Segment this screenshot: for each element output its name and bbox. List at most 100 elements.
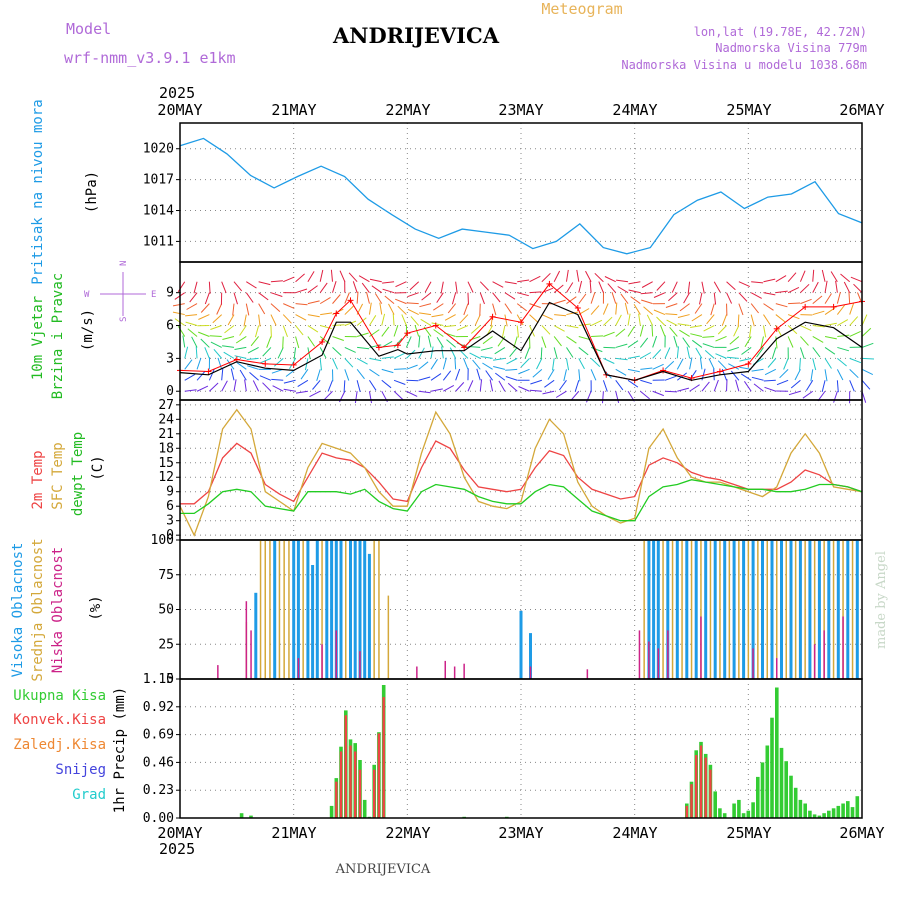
high-cloud-bar [292, 540, 296, 679]
wind-arrow [751, 376, 764, 381]
wind-arrow [200, 303, 210, 313]
wind-arrow [210, 341, 222, 348]
wind-arrow [189, 292, 198, 303]
wind-arrow [615, 379, 624, 391]
wind-arrow [356, 317, 367, 326]
wind-arrow [729, 336, 740, 345]
wind-arrow [706, 314, 715, 325]
wind-arrow [295, 303, 308, 306]
day-label: 23MAY [498, 101, 543, 119]
wind-arrow [221, 380, 228, 392]
wind-arrow [368, 391, 372, 404]
wind-arrow [295, 273, 305, 283]
total-rain-bar [822, 813, 826, 818]
low-cloud-bar [657, 648, 660, 679]
total-rain-bar [812, 814, 817, 818]
cloud-panel: 0 25 50 75 100 [151, 533, 863, 687]
wind-arrow [627, 379, 639, 388]
wind-arrow [799, 347, 805, 359]
cloud-unit: (%) [88, 595, 104, 620]
total-rain-bar [846, 801, 850, 818]
wind-arrow [505, 368, 518, 371]
wind-arrow [332, 281, 337, 293]
wind-arrow [198, 314, 210, 320]
wind-arrow [694, 303, 703, 314]
conv-rain-bar [704, 757, 707, 818]
y-tick-label: 1.15 [143, 672, 174, 687]
wind-arrow [756, 347, 764, 358]
conv-rain-bar [344, 715, 347, 818]
wind-arrow [427, 335, 432, 348]
wind-arrow [640, 292, 653, 295]
wind-arrow [348, 272, 358, 283]
wind-arrow [602, 303, 609, 315]
wind-arrow [615, 328, 626, 337]
wind-arrow [443, 384, 455, 392]
wind-arrow [244, 379, 247, 392]
wind-arrow [507, 382, 518, 392]
wind-arrow [516, 303, 528, 312]
wind-arrow [223, 351, 235, 359]
wind-arrow [295, 288, 308, 294]
wind-arrow [430, 346, 434, 359]
wind-arrow [455, 368, 461, 381]
mid-cloud-bar [269, 540, 271, 679]
wind-arrow [319, 282, 328, 293]
wind-arrow [553, 270, 561, 282]
high-cloud-bar [836, 540, 840, 679]
wind-arrow [467, 281, 474, 293]
wind-arrow [728, 363, 740, 370]
wind-arrow [344, 320, 357, 326]
high-cloud-bar [311, 565, 315, 679]
wind-arrow [307, 336, 316, 347]
wind-arrow [182, 335, 186, 348]
wind-arrow [849, 357, 862, 364]
wind-arrow [849, 330, 861, 337]
wind-arrow [767, 358, 777, 368]
wind-arrow [640, 390, 650, 400]
wind-arrow [812, 295, 823, 305]
wind-arrow [640, 367, 653, 370]
wind-arrow [369, 380, 377, 391]
wind-arrow [233, 281, 243, 292]
mid-cloud-bar [387, 595, 390, 679]
mid-cloud-bar [738, 540, 740, 679]
wind-arrow [344, 346, 356, 353]
wind-arrow [316, 369, 321, 381]
wind-arrow [250, 336, 260, 347]
wind-arrow [470, 325, 481, 334]
wind-arrow [379, 302, 383, 315]
wind-arrow [687, 281, 691, 294]
wind-arrow [395, 298, 407, 305]
total-rain-bar [784, 761, 788, 818]
wind-arrow [323, 390, 333, 401]
mid-cloud-bar [719, 540, 721, 679]
wind-arrow [652, 363, 664, 370]
wind-arrow [541, 272, 551, 283]
high-cloud-bar [273, 540, 277, 679]
wind-arrow [463, 303, 469, 316]
wind-arrow [456, 325, 469, 331]
wind-arrow [295, 325, 304, 336]
wind-arrow [441, 346, 444, 359]
total-rain-bar [789, 775, 793, 818]
wind-arrow [590, 319, 603, 326]
day-label: 22MAY [385, 824, 430, 842]
wind-arrow [861, 314, 868, 326]
compass-east: E [151, 290, 156, 300]
wind-arrow [849, 380, 855, 392]
wind-arrow [216, 303, 223, 315]
wind-arrow [574, 380, 580, 392]
mid-cloud-bar [766, 540, 768, 679]
y-tick-label: 21 [158, 427, 174, 442]
wind-arrow [517, 279, 530, 283]
mid-cloud-bar [681, 540, 683, 679]
wind-arrow [679, 329, 690, 337]
wind-arrow [740, 373, 752, 381]
mid-cloud-bar [278, 540, 281, 679]
wind-arrow [794, 369, 801, 381]
wind-arrow [332, 336, 344, 341]
total-rain-bar [239, 813, 244, 818]
total-rain-bar [836, 805, 841, 818]
